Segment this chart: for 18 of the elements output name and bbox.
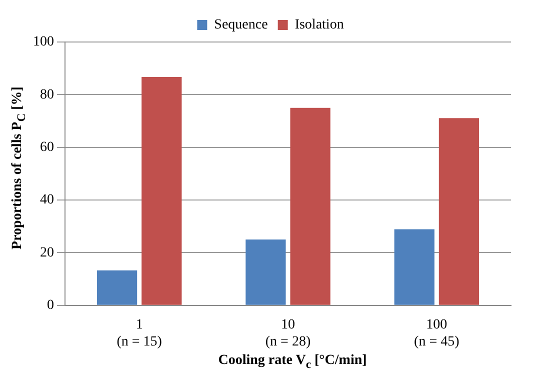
legend-label: Isolation [294, 18, 344, 33]
bar [246, 240, 286, 305]
x-tick-label: 1 (n = 15) [116, 317, 162, 350]
bar [394, 229, 434, 305]
bar [290, 108, 330, 305]
x-tick-label: 100 (n = 45) [414, 317, 460, 350]
bar [142, 77, 182, 305]
y-tick-label: 60 [40, 140, 54, 156]
y-tick-label: 0 [47, 298, 54, 314]
x-axis-title: Cooling rate V$_{c}$ [°C/min] [217, 353, 368, 371]
y-tick-label: 100 [33, 34, 54, 50]
bar [438, 118, 480, 305]
bar [96, 270, 138, 305]
x-tick-label: 10 (n = 28) [265, 317, 311, 350]
legend-label: Sequence [214, 18, 268, 33]
y-tick-label: 80 [40, 87, 54, 102]
y-tick-label: 20 [40, 245, 54, 260]
y-tick-label: 40 [40, 192, 54, 208]
